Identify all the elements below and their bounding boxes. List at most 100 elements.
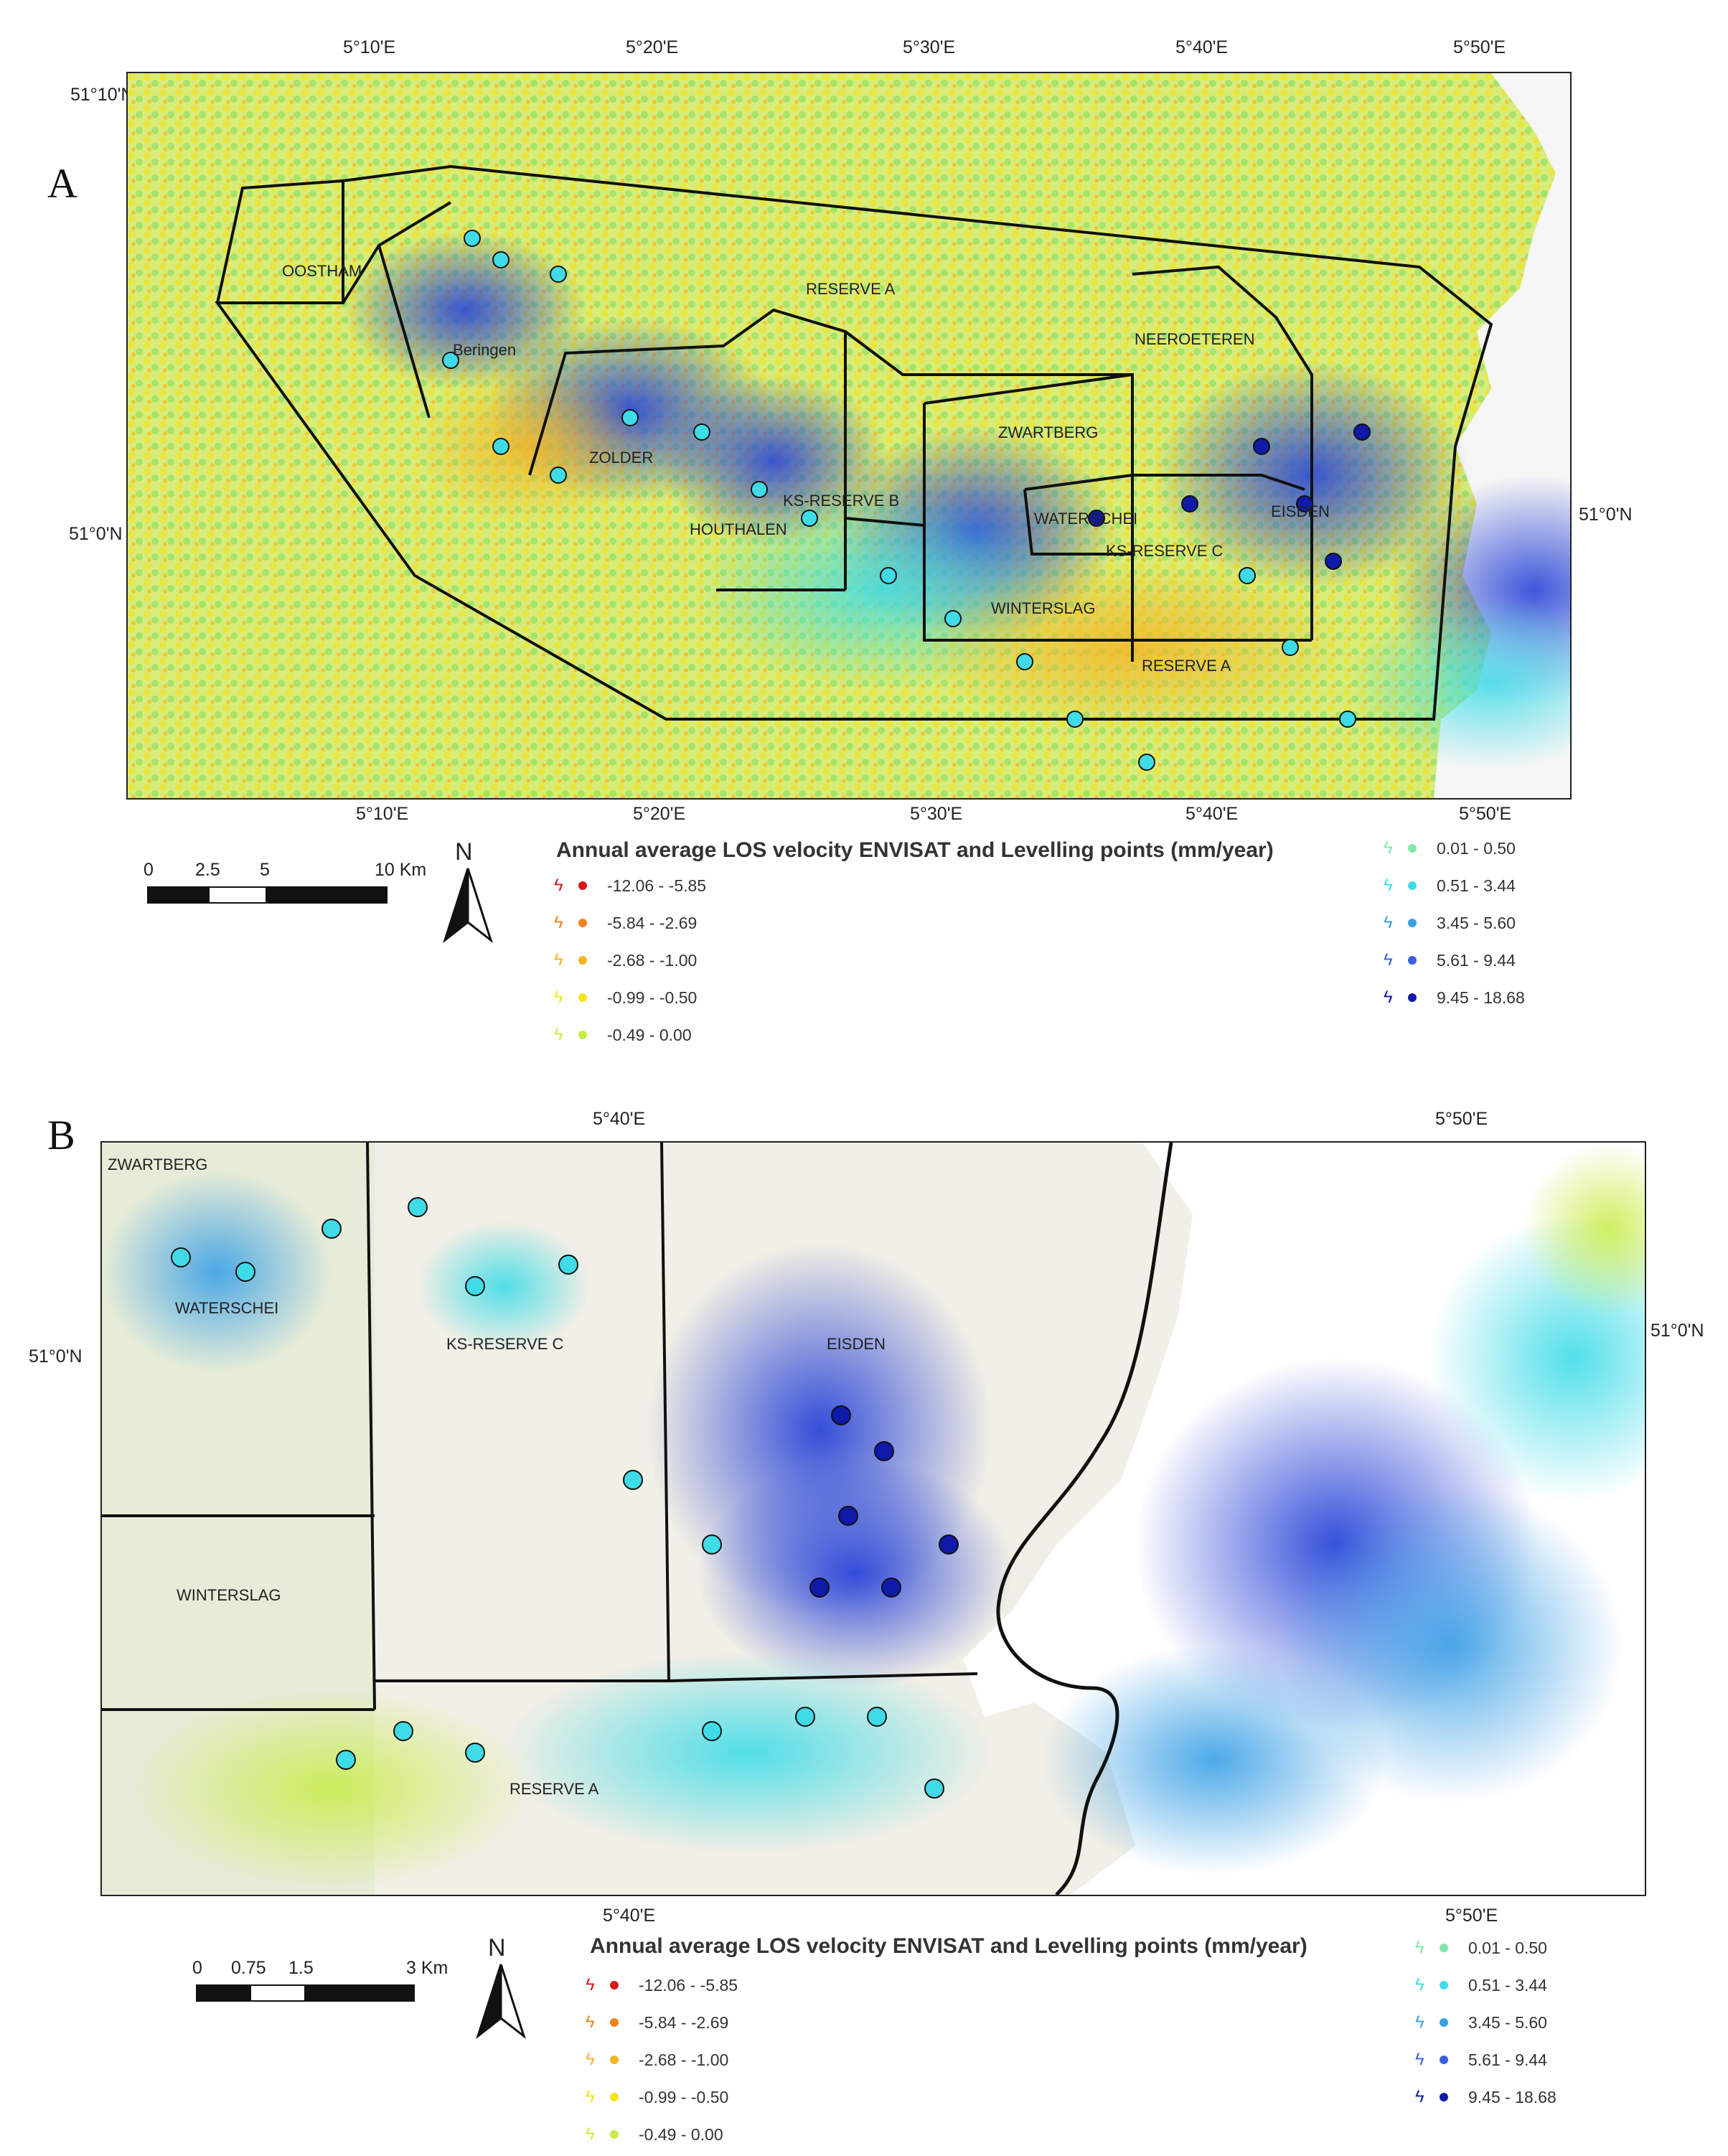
region-label-zwartberg: ZWARTBERG	[998, 423, 1098, 441]
panel-b-legend-title: Annual average LOS velocity ENVISAT and …	[590, 1934, 1307, 1958]
ps-point-dot-icon	[610, 2018, 619, 2027]
legend-class-label: -2.68 - -1.00	[639, 2050, 729, 2069]
levelling-point-bolt-icon: ϟ	[586, 1975, 595, 1995]
legend-class-label: 3.45 - 5.60	[1468, 2012, 1547, 2032]
levelling-point-bolt-icon: ϟ	[1384, 876, 1393, 895]
levelling-point-bolt-icon: ϟ	[586, 2050, 595, 2069]
region-label-eisden: EISDEN	[1271, 502, 1330, 520]
legend-class-label: -0.49 - 0.00	[639, 2124, 723, 2144]
ps-point-dot-icon	[610, 1981, 619, 1989]
panel-a-legend-item-4: ϟ -0.99 - -0.50	[554, 988, 697, 1008]
legend-class-label: -0.49 - 0.00	[607, 1025, 692, 1044]
ps-point-dot-icon	[1440, 2018, 1448, 2027]
ps-point-dot-icon	[578, 919, 587, 927]
region-label-zolder: ZOLDER	[589, 449, 653, 467]
panel-b-scale-bar	[196, 1984, 415, 2002]
legend-class-label: -5.84 - -2.69	[607, 913, 698, 932]
panel-b-north-arrow-icon	[476, 1964, 526, 2040]
panel-b-legend-item-7: ϟ 0.51 - 3.44	[1415, 1975, 1547, 1995]
legend-class-label: 0.51 - 3.44	[1437, 876, 1516, 895]
panel-b-scale-label-3: 3 Km	[406, 1958, 449, 1978]
panel-a-legend-title: Annual average LOS velocity ENVISAT and …	[556, 838, 1274, 862]
panel-b-map[interactable]: ZWARTBERG WATERSCHEI KS-RESERVE C EISDEN…	[100, 1141, 1646, 1896]
ps-point-dot-icon	[578, 1031, 587, 1039]
panel-a-lon-top-3: 5°30'E	[903, 37, 956, 57]
panel-a-lon-bottom-1: 5°10'E	[356, 804, 409, 824]
region-b-label-winterslag: WINTERSLAG	[177, 1586, 281, 1604]
panel-a-legend-item-5: ϟ -0.49 - 0.00	[554, 1025, 692, 1045]
region-label-reserve-a: RESERVE A	[806, 280, 896, 298]
legend-class-label: 0.01 - 0.50	[1468, 1938, 1547, 1957]
panel-b-legend-item-3: ϟ -2.68 - -1.00	[586, 2050, 728, 2070]
panel-a-region-labels: OOSTHAM RESERVE A Beringen NEEROETEREN Z…	[282, 262, 1330, 675]
panel-a-lon-top-1: 5°10'E	[343, 37, 396, 57]
panel-b-legend-item-8: ϟ 3.45 - 5.60	[1415, 2012, 1547, 2033]
region-label-beringen: Beringen	[453, 341, 516, 359]
panel-b-letter: B	[47, 1112, 75, 1158]
legend-class-label: -0.99 - -0.50	[639, 2087, 729, 2106]
panel-a-scale-label-1: 2.5	[195, 860, 220, 880]
panel-a-lat-left-2: 51°0'N	[69, 524, 123, 544]
levelling-point-bolt-icon: ϟ	[586, 2087, 595, 2106]
panel-a-lon-top-4: 5°40'E	[1175, 37, 1229, 57]
panel-a-legend-item-7: ϟ 0.51 - 3.44	[1384, 876, 1516, 896]
panel-b-legend-item-9: ϟ 5.61 - 9.44	[1415, 2050, 1547, 2070]
panel-b-lat-right-1: 51°0'N	[1650, 1321, 1704, 1341]
legend-class-label: 0.51 - 3.44	[1468, 1975, 1547, 1995]
levelling-point-bolt-icon: ϟ	[586, 2012, 595, 2032]
region-label-neeroeteren: NEEROETEREN	[1135, 330, 1254, 348]
ps-point-dot-icon	[1408, 919, 1417, 927]
ps-point-dot-icon	[1440, 1981, 1448, 1989]
panel-a-scale-label-2: 5	[260, 860, 270, 880]
panel-b-north-label: N	[488, 1934, 506, 1962]
panel-a-legend-item-2: ϟ -5.84 - -2.69	[554, 913, 697, 933]
levelling-point-bolt-icon: ϟ	[1384, 950, 1393, 970]
panel-a-lon-top-5: 5°50'E	[1453, 37, 1506, 57]
panel-b-scale-label-2: 1.5	[288, 1958, 314, 1978]
region-label-reserve-a-2: RESERVE A	[1142, 657, 1231, 675]
panel-b-legend-item-1: ϟ -12.06 - -5.85	[586, 1975, 738, 1995]
region-label-ks-reserve-b: KS-RESERVE B	[783, 492, 899, 510]
legend-class-label: 9.45 - 18.68	[1437, 988, 1525, 1007]
panel-b-legend-item-10: ϟ 9.45 - 18.68	[1415, 2087, 1556, 2107]
panel-a-lon-top-2: 5°20'E	[626, 37, 679, 57]
panel-b-legend-item-4: ϟ -0.99 - -0.50	[586, 2087, 728, 2107]
panel-a-lon-bottom-3: 5°30'E	[910, 804, 963, 824]
levelling-point-bolt-icon: ϟ	[1384, 988, 1393, 1007]
ps-point-dot-icon	[610, 2056, 619, 2064]
levelling-point-bolt-icon: ϟ	[554, 950, 563, 970]
legend-class-label: -5.84 - -2.69	[639, 2012, 729, 2032]
levelling-point-bolt-icon: ϟ	[554, 913, 563, 932]
panel-a-legend-item-1: ϟ -12.06 - -5.85	[554, 876, 706, 896]
region-label-ks-reserve-c: KS-RESERVE C	[1106, 542, 1224, 560]
panel-b-lon-bottom-1: 5°40'E	[603, 1906, 656, 1926]
panel-a-lat-right-1: 51°0'N	[1579, 505, 1633, 525]
ps-point-dot-icon	[578, 956, 587, 965]
legend-class-label: 3.45 - 5.60	[1437, 913, 1516, 932]
legend-class-label: -12.06 - -5.85	[607, 876, 707, 895]
levelling-point-bolt-icon: ϟ	[1415, 1975, 1424, 1995]
region-label-winterslag: WINTERSLAG	[991, 599, 1095, 617]
panel-a-lon-bottom-2: 5°20'E	[633, 804, 686, 824]
ps-point-dot-icon	[610, 2130, 619, 2139]
region-b-label-reserve-a: RESERVE A	[510, 1780, 599, 1798]
levelling-point-bolt-icon: ϟ	[554, 876, 563, 895]
levelling-point-bolt-icon: ϟ	[1415, 2050, 1424, 2069]
panel-a-legend-item-6: ϟ 0.01 - 0.50	[1384, 838, 1516, 858]
panel-a-legend-item-8: ϟ 3.45 - 5.60	[1384, 913, 1516, 933]
panel-b-map-svg: ZWARTBERG WATERSCHEI KS-RESERVE C EISDEN…	[102, 1143, 1645, 1895]
panel-a-lat-left-1: 51°10'N	[70, 85, 134, 105]
panel-b-lon-top-2: 5°50'E	[1435, 1109, 1488, 1129]
ps-point-dot-icon	[578, 881, 587, 890]
levelling-point-bolt-icon: ϟ	[1415, 1938, 1424, 1957]
region-label-houthalen: HOUTHALEN	[690, 520, 787, 538]
legend-class-label: 5.61 - 9.44	[1468, 2050, 1547, 2069]
panel-b-legend-item-2: ϟ -5.84 - -2.69	[586, 2012, 728, 2033]
panel-a-letter: A	[47, 160, 78, 207]
panel-a-map[interactable]: OOSTHAM RESERVE A Beringen NEEROETEREN Z…	[126, 72, 1572, 800]
ps-point-dot-icon	[1440, 2056, 1448, 2064]
panel-a-lon-bottom-4: 5°40'E	[1185, 804, 1239, 824]
ps-point-dot-icon	[1408, 844, 1417, 853]
panel-b-region-labels: ZWARTBERG WATERSCHEI KS-RESERVE C EISDEN…	[108, 1156, 886, 1798]
legend-class-label: 0.01 - 0.50	[1437, 838, 1516, 858]
